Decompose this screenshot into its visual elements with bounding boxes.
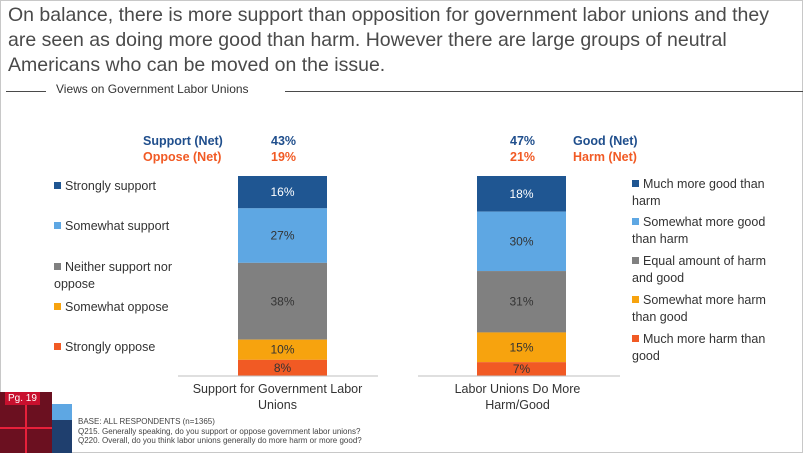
data-label-harm-good-strongly-oppose: 7% — [513, 362, 531, 376]
data-label-support-strongly-support: 16% — [270, 185, 294, 199]
footnote-q215: Q215. Generally speaking, do you support… — [78, 426, 361, 436]
legend-swatch — [54, 222, 61, 229]
net-support-value: 43% — [271, 134, 297, 148]
bar-segment-harm-good-somewhat-oppose — [477, 332, 566, 363]
legend-swatch — [54, 343, 61, 350]
category-label-harm-good: Labor Unions Do More Harm/Good — [454, 382, 581, 412]
legend-strongly-support: Strongly support — [54, 178, 214, 195]
legend-swatch — [632, 257, 639, 264]
rule-right — [285, 91, 803, 92]
legend-swatch — [54, 263, 61, 270]
data-label-support-somewhat-support: 27% — [270, 229, 294, 243]
legend-much-more-good: Much more good than harm — [632, 177, 765, 208]
legend-somewhat-more-harm: Somewhat more harm than good — [632, 293, 766, 324]
net-harm-label: Harm (Net) — [573, 150, 637, 164]
bar-segment-support-strongly-support — [238, 176, 327, 209]
legend-equal-amount: Equal amount of harm and good — [632, 254, 766, 285]
net-oppose-value: 19% — [271, 150, 297, 164]
footnote-q220: Q220. Overall, do you think labor unions… — [78, 436, 362, 445]
bar-segment-harm-good-neutral — [477, 271, 566, 333]
footnote: BASE: ALL RESPONDENTS (n=1365) Q215. Gen… — [78, 417, 362, 446]
legend-somewhat-more-good: Somewhat more good than harm — [632, 215, 766, 246]
net-oppose-label: Oppose (Net) — [143, 150, 222, 164]
headline: On balance, there is more support than o… — [8, 4, 769, 76]
chart-subtitle: Views on Government Labor Unions — [53, 82, 252, 96]
net-good-label: Good (Net) — [573, 134, 638, 148]
data-label-harm-good-somewhat-support: 30% — [509, 234, 533, 248]
legend-somewhat-support: Somewhat support — [54, 218, 214, 235]
data-label-support-somewhat-oppose: 10% — [270, 343, 294, 357]
footnote-base: BASE: ALL RESPONDENTS (n=1365) — [78, 417, 215, 426]
category-label-support: Support for Government Labor Unions — [192, 382, 363, 412]
legend-swatch — [632, 335, 639, 342]
rule-left — [6, 91, 46, 92]
bar-segment-support-somewhat-oppose — [238, 339, 327, 360]
legend-neither: Neither support nor oppose — [54, 260, 173, 291]
data-label-harm-good-strongly-support: 18% — [509, 187, 533, 201]
bar-segment-support-strongly-oppose — [238, 359, 327, 376]
data-label-support-neutral: 38% — [270, 294, 294, 308]
legend-somewhat-oppose: Somewhat oppose — [54, 299, 214, 316]
legend-swatch — [632, 296, 639, 303]
legend-swatch — [632, 218, 639, 225]
bar-segment-harm-good-strongly-support — [477, 176, 566, 212]
net-harm-value: 21% — [510, 150, 536, 164]
bar-segment-support-neutral — [238, 262, 327, 340]
data-label-support-strongly-oppose: 8% — [274, 361, 292, 375]
bar-segment-support-somewhat-support — [238, 208, 327, 263]
net-support-label: Support (Net) — [143, 134, 223, 148]
legend-much-more-harm: Much more harm than good — [632, 332, 766, 363]
data-label-harm-good-somewhat-oppose: 15% — [509, 340, 533, 354]
bar-segment-harm-good-strongly-oppose — [477, 362, 566, 376]
page-number: Pg. 19 — [5, 392, 40, 405]
legend-swatch — [54, 182, 61, 189]
bar-segment-harm-good-somewhat-support — [477, 211, 566, 272]
legend-strongly-oppose: Strongly oppose — [54, 339, 214, 356]
legend-swatch — [632, 180, 639, 187]
net-good-value: 47% — [510, 134, 536, 148]
data-label-harm-good-neutral: 31% — [509, 295, 533, 309]
legend-swatch — [54, 303, 61, 310]
